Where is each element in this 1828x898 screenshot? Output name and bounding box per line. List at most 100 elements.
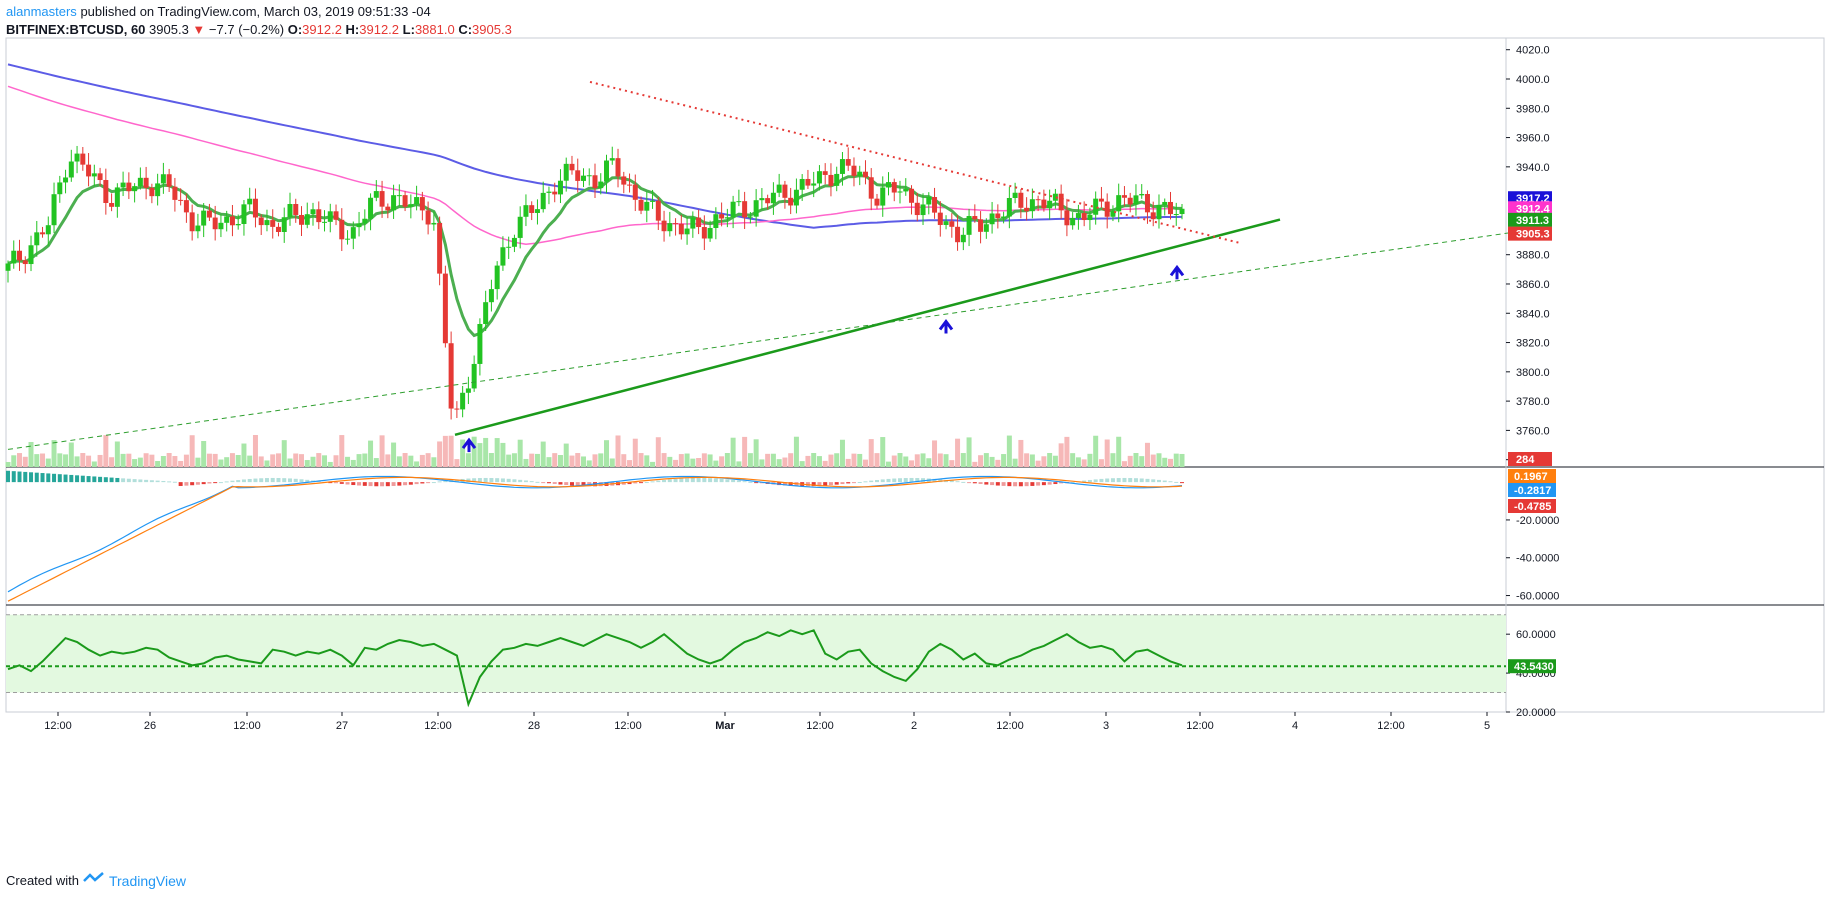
candle-body — [621, 176, 627, 185]
volume-bar — [529, 453, 535, 467]
macd-histogram-bar — [1174, 481, 1179, 483]
candle-body — [1179, 208, 1185, 215]
tradingview-brand-link[interactable]: TradingView — [108, 872, 187, 889]
volume-bar — [511, 453, 517, 467]
volume-bar — [753, 439, 759, 467]
volume-bar — [627, 460, 633, 467]
candle-body — [299, 214, 304, 225]
candle-body — [454, 408, 460, 410]
candle-body — [644, 201, 650, 211]
volume-bar — [114, 441, 120, 467]
volume-bar — [287, 458, 293, 467]
candle-body — [960, 234, 966, 243]
candle-body — [1098, 198, 1104, 202]
macd-histogram-bar — [535, 481, 540, 483]
macd-histogram-bar — [828, 482, 833, 486]
volume-bar — [5, 462, 11, 467]
macd-histogram-bar — [403, 482, 408, 486]
volume-bar — [765, 453, 771, 467]
macd-histogram-bar — [1116, 478, 1121, 483]
volume-bar — [201, 441, 207, 467]
candle-body — [1116, 195, 1122, 212]
author-link[interactable]: alanmasters — [6, 4, 77, 19]
volume-bar — [868, 439, 874, 467]
volume-bar — [886, 461, 891, 467]
macd-histogram-bar — [34, 472, 39, 483]
macd-histogram-bar — [397, 482, 402, 486]
candle-body — [978, 219, 984, 232]
volume-bar — [650, 461, 656, 467]
volume-bar — [28, 441, 34, 467]
volume-bar — [989, 456, 995, 467]
candle-body — [1173, 214, 1179, 216]
volume-bar — [667, 456, 673, 467]
candle-body — [1058, 193, 1064, 211]
candle-body — [1081, 213, 1087, 221]
macd-histogram-bar — [569, 482, 574, 486]
volume-bar — [483, 437, 489, 467]
macd-histogram-bar — [949, 480, 954, 483]
volume-bar — [500, 442, 506, 467]
volume-bar — [598, 453, 604, 467]
volume-bar — [816, 456, 822, 467]
volume-bar — [851, 453, 857, 467]
volume-bar — [1012, 458, 1018, 467]
volume-bar — [91, 461, 97, 467]
macd-histogram-bar — [915, 478, 920, 483]
macd-histogram-bar — [575, 482, 580, 486]
candle-body — [1121, 195, 1127, 198]
macd-histogram-bar — [23, 471, 28, 483]
macd-histogram-bar — [414, 482, 419, 485]
symbol-label[interactable]: BITFINEX:BTCUSD, 60 — [6, 22, 146, 37]
candle-body — [155, 183, 161, 197]
candle-body — [91, 173, 97, 177]
volume-bar — [86, 455, 92, 467]
candle-body — [719, 214, 725, 219]
macd-histogram-bar — [748, 481, 753, 483]
symbol-legend: BITFINEX:BTCUSD, 60 3905.3 ▼ −7.7 (−0.2%… — [6, 22, 512, 37]
high-label: H: — [345, 22, 360, 37]
macd-histogram-bar — [512, 479, 517, 483]
candle-body — [586, 175, 592, 177]
macd-histogram-bar — [195, 482, 200, 485]
volume-bar — [34, 454, 40, 467]
candle-body — [1018, 192, 1024, 208]
macd-tag — [1508, 483, 1556, 497]
candle-body — [580, 175, 586, 181]
rsi-tick-label: 60.0000 — [1516, 629, 1556, 641]
volume-bar — [189, 435, 195, 467]
candle-body — [212, 217, 218, 230]
macd-signal-line — [7, 476, 1183, 602]
volume-bar — [166, 453, 172, 467]
candle-body — [1156, 205, 1162, 220]
volume-bar — [1098, 459, 1104, 467]
candle-body — [1047, 200, 1053, 209]
candle-body — [385, 206, 391, 211]
candle-body — [932, 197, 938, 213]
volume-bar — [264, 460, 270, 467]
volume-bar — [442, 435, 448, 467]
volume-bar — [247, 455, 253, 467]
volume-bar — [575, 453, 581, 467]
macd-histogram-bar — [426, 482, 431, 484]
candle-body — [488, 289, 494, 303]
macd-histogram-bar — [788, 482, 793, 486]
price-tick-label: 3860.0 — [1516, 279, 1550, 291]
volume-bar — [742, 436, 748, 467]
candle-body — [862, 171, 868, 178]
support-trendline — [454, 218, 1281, 436]
candle-body — [287, 204, 293, 218]
candle-body — [218, 222, 224, 230]
candle-body — [362, 218, 368, 224]
volume-bar — [1081, 459, 1087, 467]
volume-bar — [770, 453, 776, 467]
volume-bar — [155, 461, 161, 467]
candle-body — [1127, 197, 1133, 205]
macd-histogram-bar — [1162, 480, 1167, 483]
volume-bar — [782, 457, 788, 467]
volume-bar — [592, 454, 598, 467]
candle-body — [1150, 212, 1156, 220]
candle-body — [178, 199, 184, 201]
volume-bar — [983, 453, 989, 467]
